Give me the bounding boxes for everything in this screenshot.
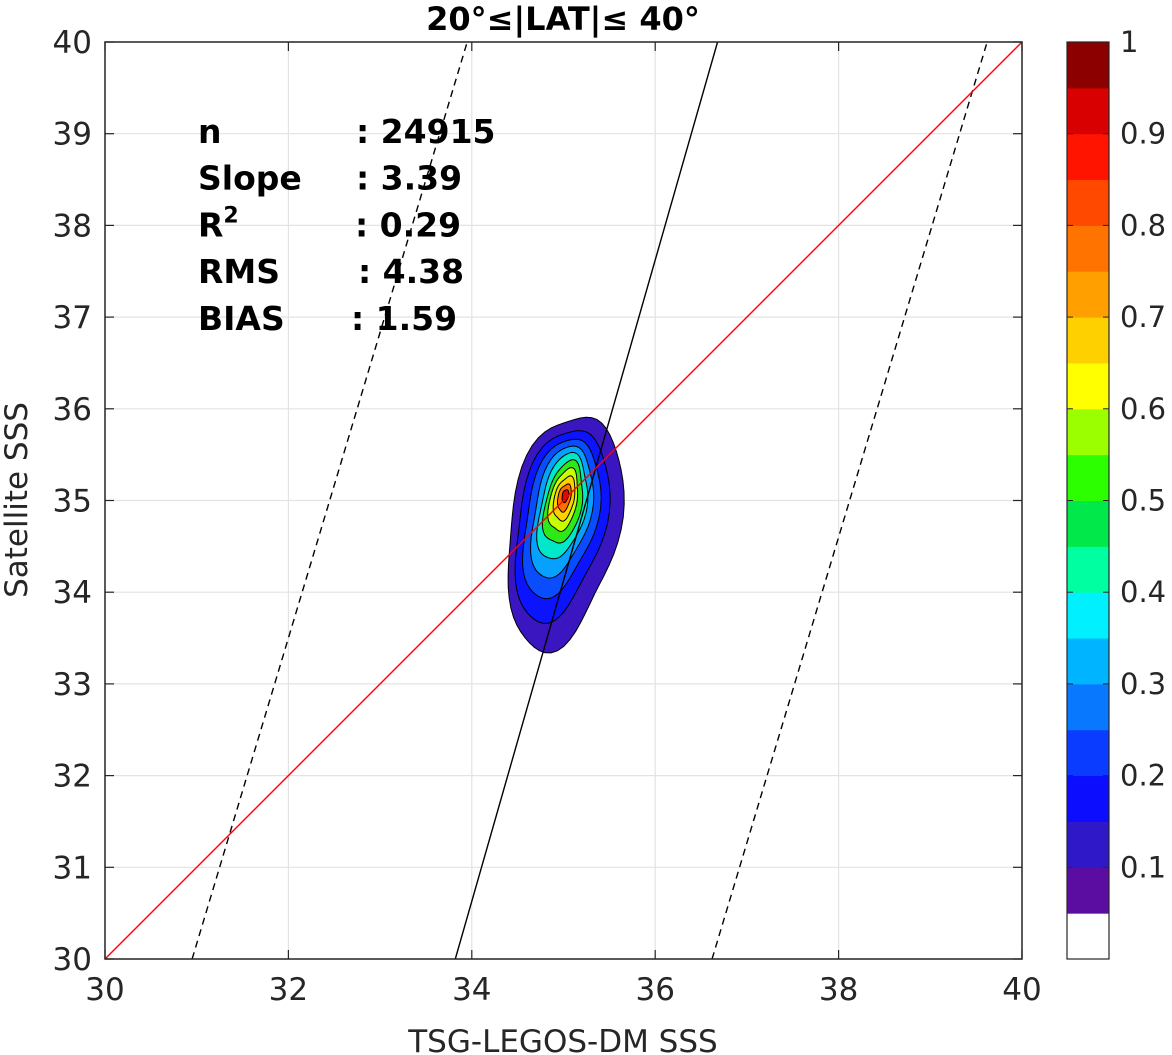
confidence-line xyxy=(191,42,468,959)
colorbar-tick-label: 1 xyxy=(1120,25,1138,59)
colorbar-segment xyxy=(1067,913,1109,960)
colorbar-segment xyxy=(1067,454,1109,501)
y-axis-label: Satellite SSS xyxy=(0,402,35,598)
colorbar-segment xyxy=(1067,42,1109,89)
y-tick-label: 30 xyxy=(53,942,92,978)
colorbar-segment xyxy=(1067,317,1109,364)
colorbar-segment xyxy=(1067,133,1109,181)
chart-title: 20°≤|LAT|≤ 40° xyxy=(426,0,700,39)
stat-label: n xyxy=(198,112,222,151)
colorbar-segment xyxy=(1067,408,1109,456)
colorbar-tick-label: 0.9 xyxy=(1120,117,1166,151)
x-tick-label: 30 xyxy=(85,972,124,1008)
y-tick-label: 31 xyxy=(53,850,92,886)
colorbar-tick-label: 0.5 xyxy=(1120,484,1166,518)
colorbar-segment xyxy=(1067,225,1109,272)
stats-box: n : 24915 Slope : 3.39 R2 : 0.29 RMS : 4.38 BIAS… xyxy=(198,112,496,338)
stat-label: R2 xyxy=(198,203,239,244)
x-axis-label: TSG-LEGOS-DM SSS xyxy=(407,1024,717,1055)
colorbar: 0.1 0.2 0.3 0.4 0.5 0.6 0.7 0.8 0.9 1 xyxy=(1066,25,1166,960)
colorbar-tick-label: 0.6 xyxy=(1120,392,1166,426)
colorbar-segment xyxy=(1067,729,1109,777)
colorbar-tick-label: 0.1 xyxy=(1120,850,1166,884)
colorbar-segment xyxy=(1067,638,1109,685)
colorbar-segment xyxy=(1067,821,1109,868)
stat-label: Slope xyxy=(198,159,302,198)
colorbar-segment xyxy=(1067,179,1109,226)
y-tick-label: 38 xyxy=(53,208,92,244)
y-tick-label: 33 xyxy=(53,667,92,703)
stat-label: RMS xyxy=(198,252,280,291)
stat-value: : 3.39 xyxy=(356,159,462,198)
colorbar-segment xyxy=(1067,867,1109,914)
reference-lines xyxy=(105,42,1022,959)
density-contours xyxy=(507,416,625,654)
colorbar-segment xyxy=(1067,546,1109,593)
x-tick-label: 34 xyxy=(452,972,491,1008)
stat-value: : 1.59 xyxy=(351,299,457,338)
axis-ticks: 30 32 34 36 38 40 30 31 32 33 34 35 36 37 38 39 40 xyxy=(53,25,1042,1008)
colorbar-segment xyxy=(1067,592,1109,639)
x-tick-label: 38 xyxy=(819,972,858,1008)
colorbar-tick-label: 0.8 xyxy=(1120,208,1166,242)
colorbar-tick-label: 0.2 xyxy=(1120,759,1166,793)
stat-value: : 24915 xyxy=(356,112,496,151)
y-tick-label: 40 xyxy=(53,25,92,61)
x-tick-label: 40 xyxy=(1002,972,1041,1008)
colorbar-segment xyxy=(1067,362,1109,410)
confidence-line xyxy=(711,42,988,959)
y-tick-label: 37 xyxy=(53,300,92,336)
colorbar-segment xyxy=(1067,271,1109,318)
y-tick-label: 36 xyxy=(53,392,92,428)
x-tick-label: 36 xyxy=(635,972,674,1008)
colorbar-tick-label: 0.4 xyxy=(1120,575,1166,609)
regression-line xyxy=(454,42,719,959)
y-tick-label: 35 xyxy=(53,484,92,520)
colorbar-segment xyxy=(1067,775,1109,822)
identity-line xyxy=(105,42,1022,959)
stat-label: BIAS xyxy=(198,299,285,338)
colorbar-segment xyxy=(1067,683,1109,731)
y-tick-label: 32 xyxy=(53,759,92,795)
x-tick-label: 32 xyxy=(269,972,308,1008)
y-tick-label: 39 xyxy=(53,117,92,153)
stat-value: : 4.38 xyxy=(358,252,464,291)
stat-value: : 0.29 xyxy=(355,205,461,244)
colorbar-tick-label: 0.3 xyxy=(1120,667,1166,701)
colorbar-tick-label: 0.7 xyxy=(1120,300,1166,334)
colorbar-segment xyxy=(1067,87,1109,135)
colorbar-segment xyxy=(1067,500,1109,547)
y-tick-label: 34 xyxy=(53,575,92,611)
